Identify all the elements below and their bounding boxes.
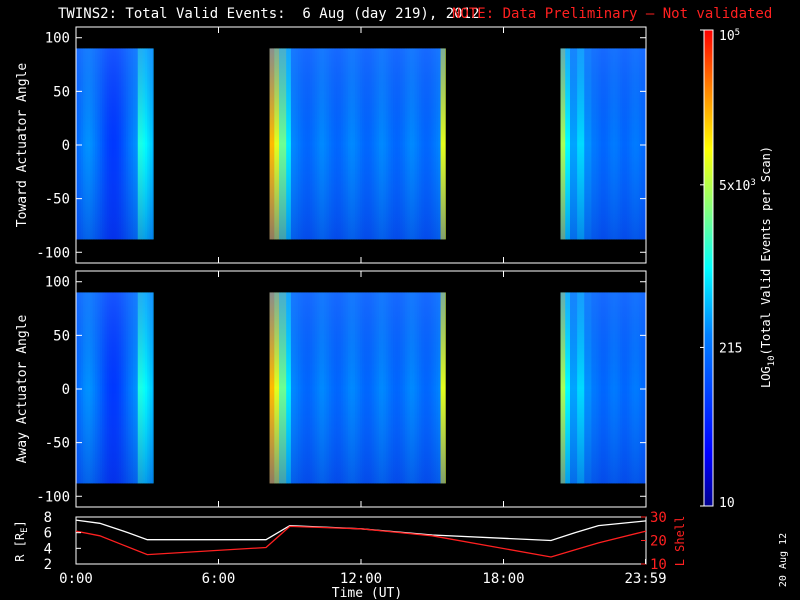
y-tick-label: 100: [45, 275, 70, 291]
colorbar-frame: [703, 29, 714, 507]
orbit-frame: [75, 516, 647, 565]
orbit-lshell-tick-label: 20: [650, 534, 667, 550]
x-tick-label: 0:00: [59, 571, 93, 587]
colorbar-tick-label: 215: [719, 341, 742, 356]
chart-title: TWINS2: Total Valid Events: 6 Aug (day 2…: [58, 6, 480, 22]
y-tick-label: -50: [45, 436, 70, 452]
preliminary-note: NOTE: Data Preliminary – Not validated: [452, 6, 773, 22]
x-tick-label: 23:59: [624, 571, 666, 587]
y-axis-label: Away Actuator Angle: [15, 314, 30, 463]
colorbar-label: LOG10(Total Valid Events per Scan): [759, 146, 777, 388]
heatmap-shading: [76, 48, 154, 240]
colorbar-tick-label: 5x103: [719, 178, 756, 194]
y-axis-label: Toward Actuator Angle: [15, 63, 30, 228]
x-tick-label: 12:00: [340, 571, 382, 587]
orbit-lshell-tick-label: 30: [650, 510, 667, 526]
orbit-lshell-axis-label: L Shell: [673, 516, 687, 567]
y-tick-label: 50: [53, 328, 70, 344]
x-axis-label: Time (UT): [332, 586, 402, 600]
y-tick-label: 0: [62, 138, 70, 154]
colorbar: [704, 30, 713, 506]
y-tick-label: 100: [45, 31, 70, 47]
colorbar-tick-label: 10: [719, 496, 735, 511]
x-tick-label: 18:00: [482, 571, 524, 587]
colorbar-tick-label: 105: [719, 28, 740, 44]
y-tick-label: 0: [62, 382, 70, 398]
orbit-lshell-tick-label: 10: [650, 557, 667, 573]
orbit-y-tick-label: 2: [44, 557, 52, 573]
orbit-r-axis-label: R [RE]: [13, 520, 30, 562]
y-tick-label: -100: [36, 245, 70, 261]
heatmap-shading: [560, 48, 646, 240]
y-tick-label: 50: [53, 84, 70, 100]
orbit-y-tick-label: 6: [44, 526, 52, 542]
heatmap-shading: [560, 292, 646, 484]
heatmap-shading: [269, 292, 446, 484]
x-tick-label: 6:00: [202, 571, 236, 587]
r-series-line: [75, 519, 647, 542]
heatmap-shading: [269, 48, 446, 240]
orbit-y-tick-label: 4: [44, 541, 52, 557]
date-stamp: 20 Aug 12: [778, 533, 789, 587]
y-tick-label: -50: [45, 192, 70, 208]
lshell-series-line: [75, 525, 647, 558]
y-tick-label: -100: [36, 489, 70, 505]
heatmap-shading: [76, 292, 154, 484]
orbit-y-tick-label: 8: [44, 510, 52, 526]
